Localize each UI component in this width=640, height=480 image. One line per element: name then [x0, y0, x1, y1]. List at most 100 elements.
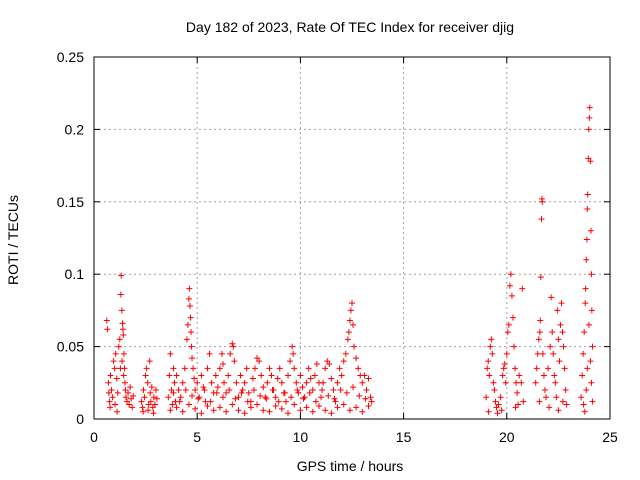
data-point: [120, 332, 127, 339]
data-point: [130, 392, 137, 399]
data-point: [534, 350, 541, 357]
grid-lines: [94, 57, 610, 419]
data-point: [584, 191, 591, 198]
data-point: [307, 375, 314, 382]
data-point: [194, 379, 201, 386]
data-point: [498, 407, 505, 414]
data-point: [285, 372, 292, 379]
data-point: [239, 387, 246, 394]
data-point: [260, 384, 267, 391]
data-point: [586, 114, 593, 121]
data-point: [328, 375, 335, 382]
data-point: [585, 126, 592, 133]
x-tick-label: 10: [293, 429, 309, 445]
data-point: [186, 303, 193, 310]
y-tick-label: 0: [76, 411, 84, 427]
data-point: [583, 236, 590, 243]
data-point: [112, 401, 119, 408]
data-point: [322, 365, 329, 372]
data-point: [485, 408, 492, 415]
data-point: [350, 321, 357, 328]
x-tick-label: 15: [396, 429, 412, 445]
data-point: [583, 387, 590, 394]
data-point: [165, 394, 172, 401]
data-point: [171, 379, 178, 386]
data-point: [181, 365, 188, 372]
data-point: [334, 379, 341, 386]
data-point: [331, 395, 338, 402]
data-point: [272, 394, 279, 401]
data-point: [179, 408, 186, 415]
data-point: [107, 372, 114, 379]
data-point: [109, 394, 116, 401]
data-point: [518, 379, 525, 386]
data-point: [145, 407, 152, 414]
data-point: [118, 307, 125, 314]
data-point: [201, 387, 208, 394]
data-point: [368, 398, 375, 405]
data-point: [287, 358, 294, 365]
data-point: [582, 285, 589, 292]
data-point: [115, 343, 122, 350]
data-point: [290, 350, 297, 357]
data-point: [330, 387, 337, 394]
data-point: [581, 408, 588, 415]
data-point: [186, 285, 193, 292]
data-point: [326, 360, 333, 367]
data-point: [322, 407, 329, 414]
data-point: [588, 379, 595, 386]
data-point: [351, 343, 358, 350]
data-point: [295, 389, 302, 396]
chart-title: Day 182 of 2023, Rate Of TEC Index for r…: [186, 19, 514, 35]
data-point: [173, 404, 180, 411]
data-point: [350, 384, 357, 391]
data-point: [311, 372, 318, 379]
data-point: [553, 394, 560, 401]
data-point: [235, 394, 242, 401]
data-point: [297, 407, 304, 414]
data-point: [291, 365, 298, 372]
data-point: [495, 401, 502, 408]
data-point: [552, 379, 559, 386]
data-point: [483, 394, 490, 401]
data-point: [276, 365, 283, 372]
data-point: [148, 384, 155, 391]
data-point: [249, 375, 256, 382]
data-point: [117, 291, 124, 298]
data-point: [139, 404, 146, 411]
data-point: [539, 350, 546, 357]
data-point: [176, 398, 183, 405]
data-point: [204, 402, 211, 409]
data-point: [272, 402, 279, 409]
data-point: [336, 365, 343, 372]
data-point: [269, 387, 276, 394]
y-axis-ticks: 0 0.05 0.1 0.15 0.2 0.25: [57, 49, 610, 427]
data-point: [557, 321, 564, 328]
x-tick-label: 0: [90, 429, 98, 445]
data-point: [293, 379, 300, 386]
data-point: [556, 358, 563, 365]
data-point: [113, 375, 120, 382]
data-point: [119, 326, 126, 333]
data-point: [103, 317, 110, 324]
data-point: [106, 398, 113, 405]
data-point: [501, 360, 508, 367]
data-point: [340, 358, 347, 365]
data-point: [549, 329, 556, 336]
data-point: [533, 365, 540, 372]
data-point: [540, 372, 547, 379]
data-point: [337, 387, 344, 394]
data-point: [487, 343, 494, 350]
data-point: [338, 372, 345, 379]
data-point: [147, 389, 154, 396]
data-point: [192, 387, 199, 394]
data-point: [581, 329, 588, 336]
data-point: [175, 387, 182, 394]
data-point: [507, 271, 514, 278]
data-point: [514, 389, 521, 396]
data-point: [140, 408, 147, 415]
data-point: [539, 198, 546, 205]
data-point: [262, 394, 269, 401]
data-point: [512, 365, 519, 372]
data-point: [328, 410, 335, 417]
